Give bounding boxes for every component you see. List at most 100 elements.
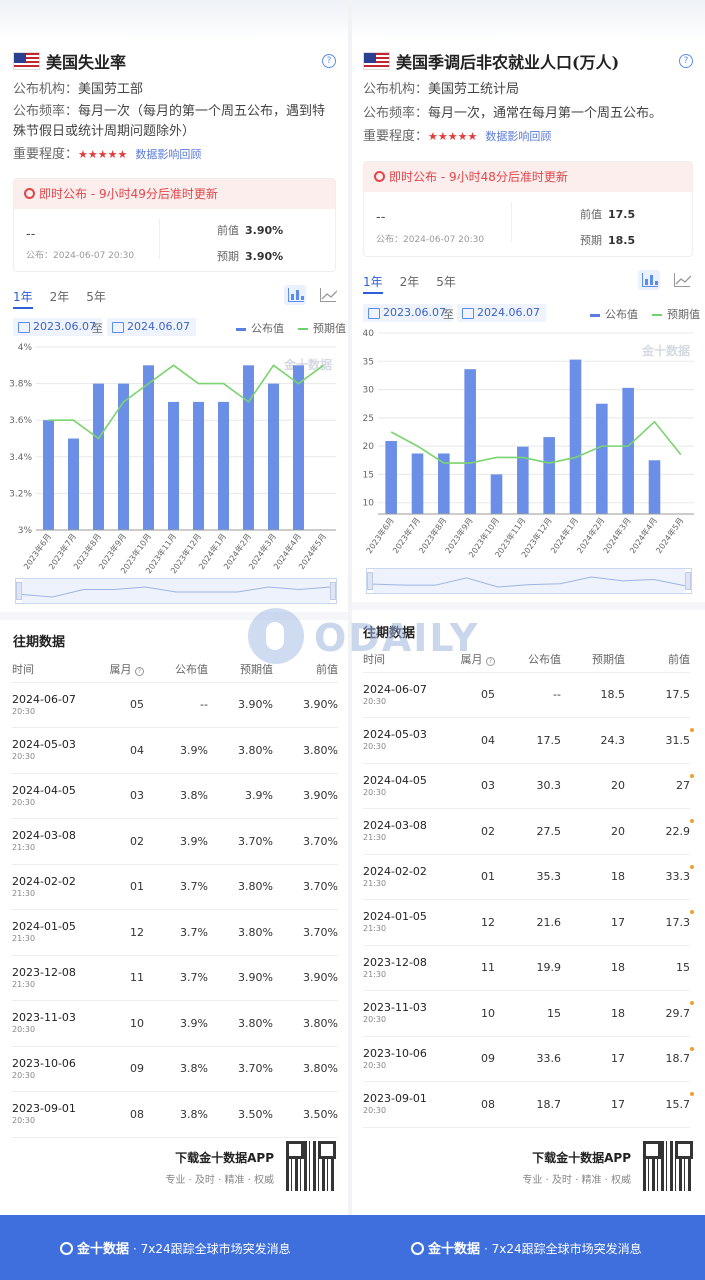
line-chart-icon[interactable] <box>320 288 337 302</box>
row-forecast: 18 <box>561 990 625 1037</box>
row-prev: 27 <box>625 763 694 809</box>
frequency-row: 公布频率：每月一次，通常在每月第一个周五公布。 <box>363 104 695 124</box>
slider-handle-left[interactable] <box>16 582 22 600</box>
tab-5y[interactable]: 5年 <box>86 290 106 304</box>
date-from-picker[interactable]: 2023.06.07 <box>13 318 102 336</box>
row-prev-value: 27 <box>676 779 690 793</box>
row-forecast: 20 <box>561 808 625 855</box>
row-prev-value: 3.90% <box>303 971 338 985</box>
bar-2023年6月 <box>43 420 54 530</box>
actual-value: -- <box>26 227 36 242</box>
row-prev: 3.90% <box>273 682 338 728</box>
bar-2023年10月 <box>143 365 154 530</box>
table-row: 2023-10-06 20:30 09 33.6 17 18.7 <box>363 1036 694 1082</box>
date-to-picker[interactable]: 2024.06.07 <box>457 304 546 322</box>
row-time: 2024-02-02 21:30 <box>363 854 453 900</box>
row-prev-value: 3.90% <box>303 698 338 712</box>
slider-preview-line <box>372 576 686 588</box>
slider-handle-right[interactable] <box>685 572 691 590</box>
help-icon[interactable]: ? <box>322 54 336 68</box>
clock-icon <box>374 171 385 182</box>
bar-chart-toggle[interactable] <box>638 270 660 290</box>
line-chart-icon[interactable] <box>674 273 691 287</box>
row-prev-value: 15 <box>676 961 690 975</box>
section-separator <box>0 612 348 620</box>
impact-review-link[interactable]: 数据影响回顾 <box>485 130 552 143</box>
jin10-logo-icon <box>411 1242 424 1255</box>
row-forecast: 18 <box>561 945 625 991</box>
row-prev: 3.80% <box>273 727 338 774</box>
row-month: 01 <box>102 864 144 910</box>
row-actual: 3.9% <box>144 1000 208 1047</box>
row-prev-value: 15.7 <box>665 1097 691 1111</box>
frequency-row: 公布频率：每月一次（每月的第一个周五公布，遇到特 殊节假日或统计周期问题除外） <box>13 102 338 142</box>
row-forecast: 20 <box>561 763 625 809</box>
bar-2023年7月 <box>68 438 79 530</box>
download-title[interactable]: 下载金十数据APP <box>532 1151 631 1165</box>
row-date: 2024-06-07 <box>12 692 76 706</box>
prev-label: 前值 <box>580 208 602 221</box>
month-help-icon[interactable]: ? <box>135 666 144 676</box>
table-row: 2024-06-07 20:30 05 -- 3.90% 3.90% <box>12 682 338 728</box>
row-actual: 3.8% <box>144 773 208 819</box>
row-clock: 20:30 <box>363 1015 387 1025</box>
slider-handle-left[interactable] <box>367 572 373 590</box>
row-month: 10 <box>453 990 495 1037</box>
tab-2y[interactable]: 2年 <box>49 290 70 304</box>
date-to-picker[interactable]: 2024.06.07 <box>107 318 196 336</box>
revised-dot-icon <box>690 1001 694 1005</box>
row-actual: 3.8% <box>144 1091 208 1138</box>
tab-1y[interactable]: 1年 <box>13 288 33 309</box>
us-flag-icon <box>363 52 390 70</box>
row-time: 2024-01-05 21:30 <box>12 909 102 956</box>
tab-5y[interactable]: 5年 <box>436 275 456 289</box>
publisher-value: 美国劳工部 <box>78 82 144 97</box>
chart-watermark: 金十数据 <box>641 343 690 358</box>
tab-2y[interactable]: 2年 <box>399 275 420 289</box>
row-date: 2024-01-05 <box>363 910 427 924</box>
download-title[interactable]: 下载金十数据APP <box>175 1151 274 1165</box>
forecast-line <box>390 420 682 464</box>
row-clock: 20:30 <box>363 787 387 797</box>
range-slider[interactable] <box>15 578 337 604</box>
row-prev-value: 3.80% <box>303 1016 338 1030</box>
row-forecast: 18.5 <box>561 672 625 718</box>
row-prev-value: 22.9 <box>665 824 691 838</box>
range-slider[interactable] <box>366 568 692 594</box>
col-prev: 前值 <box>625 646 690 673</box>
bar-chart-toggle[interactable] <box>284 285 306 305</box>
slider-fill <box>373 569 685 593</box>
publish-time: 公布：2024-06-07 20:30 <box>26 251 135 261</box>
row-clock: 20:30 <box>363 742 387 752</box>
date-from-picker[interactable]: 2023.06.07 <box>363 304 452 322</box>
row-time: 2024-02-02 21:30 <box>12 864 102 910</box>
slider-handle-right[interactable] <box>330 582 336 600</box>
help-icon[interactable]: ? <box>679 54 693 68</box>
tab-1y[interactable]: 1年 <box>363 273 383 294</box>
revised-dot-icon <box>690 1092 694 1096</box>
row-clock: 20:30 <box>12 752 36 762</box>
revised-dot-icon <box>690 1046 694 1051</box>
range-tabs: 1年 2年 5年 <box>363 273 456 294</box>
legend-forecast-label: 预期值 <box>667 308 700 321</box>
qr-code-icon <box>643 1141 693 1191</box>
table-row: 2024-05-03 20:30 04 17.5 24.3 31.5 <box>363 717 694 764</box>
frequency-value: 每月一次，通常在每月第一个周五公布。 <box>428 106 663 121</box>
bar-2023年8月 <box>93 383 104 530</box>
row-month: 05 <box>102 682 144 728</box>
row-prev: 31.5 <box>625 717 694 764</box>
col-prev: 前值 <box>273 656 338 683</box>
col-forecast: 预期值 <box>208 656 273 683</box>
row-clock: 20:30 <box>363 696 387 706</box>
publish-time: 公布：2024-06-07 20:30 <box>376 235 485 245</box>
forecast-value: 预期 18.5 <box>580 232 635 248</box>
bar-2024年2月 <box>596 403 608 514</box>
row-prev-value: 3.70% <box>303 880 338 894</box>
publisher-label: 公布机构： <box>13 82 79 97</box>
row-actual: 3.7% <box>144 909 208 956</box>
impact-review-link[interactable]: 数据影响回顾 <box>135 148 202 161</box>
row-date: 2023-09-01 <box>363 1092 427 1106</box>
col-forecast: 预期值 <box>561 646 625 673</box>
month-help-icon[interactable]: ? <box>486 656 495 666</box>
row-clock: 20:30 <box>363 1060 387 1070</box>
